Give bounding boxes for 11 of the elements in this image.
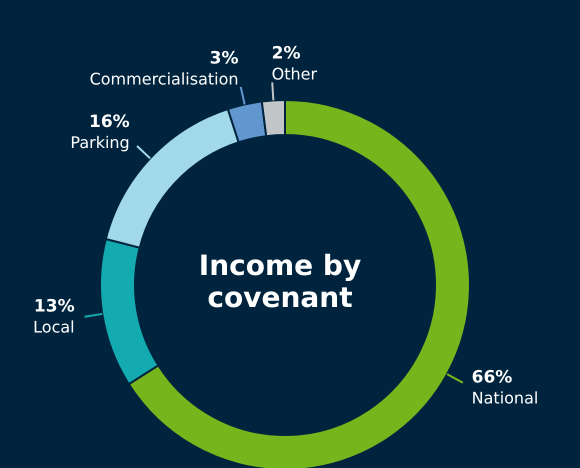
data-label: 2% — [272, 43, 300, 64]
data-label: 3% — [210, 48, 239, 68]
text: Income by covenant — [198, 249, 362, 314]
data-label: 13% — [34, 296, 75, 316]
data-label: 66% — [472, 368, 512, 388]
slice-label: Commercialisation — [90, 69, 239, 88]
slice-label: Local — [33, 317, 75, 336]
slice-label: Other — [272, 64, 318, 84]
data-label: 16% — [89, 112, 130, 132]
slice-label: Parking — [70, 133, 130, 152]
slice-label: National — [472, 388, 538, 408]
